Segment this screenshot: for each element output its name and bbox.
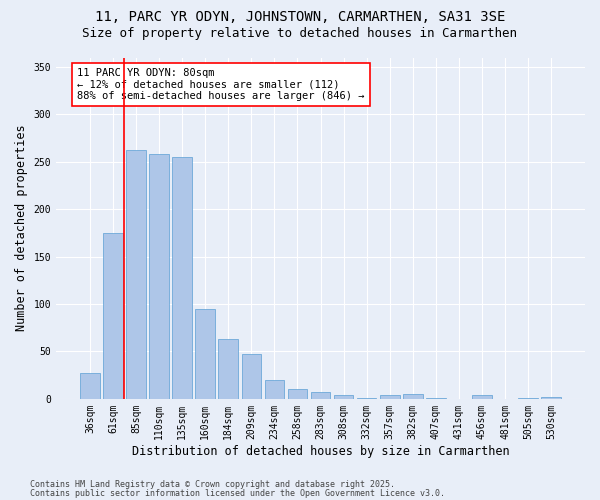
Bar	[172, 157, 192, 399]
Bar	[103, 233, 123, 399]
Bar	[472, 395, 492, 399]
Bar	[287, 390, 307, 399]
Bar	[265, 380, 284, 399]
Text: Size of property relative to detached houses in Carmarthen: Size of property relative to detached ho…	[83, 28, 517, 40]
Bar	[218, 339, 238, 399]
Bar	[242, 354, 261, 399]
Bar	[311, 392, 331, 399]
Bar	[403, 394, 422, 399]
Bar	[357, 398, 376, 399]
Y-axis label: Number of detached properties: Number of detached properties	[15, 125, 28, 332]
Bar	[426, 398, 446, 399]
Bar	[80, 373, 100, 399]
X-axis label: Distribution of detached houses by size in Carmarthen: Distribution of detached houses by size …	[132, 444, 509, 458]
Text: Contains HM Land Registry data © Crown copyright and database right 2025.: Contains HM Land Registry data © Crown c…	[30, 480, 395, 489]
Bar	[149, 154, 169, 399]
Bar	[334, 395, 353, 399]
Bar	[518, 398, 538, 399]
Text: Contains public sector information licensed under the Open Government Licence v3: Contains public sector information licen…	[30, 489, 445, 498]
Bar	[541, 397, 561, 399]
Text: 11, PARC YR ODYN, JOHNSTOWN, CARMARTHEN, SA31 3SE: 11, PARC YR ODYN, JOHNSTOWN, CARMARTHEN,…	[95, 10, 505, 24]
Bar	[380, 395, 400, 399]
Bar	[196, 309, 215, 399]
Text: 11 PARC YR ODYN: 80sqm
← 12% of detached houses are smaller (112)
88% of semi-de: 11 PARC YR ODYN: 80sqm ← 12% of detached…	[77, 68, 365, 101]
Bar	[126, 150, 146, 399]
